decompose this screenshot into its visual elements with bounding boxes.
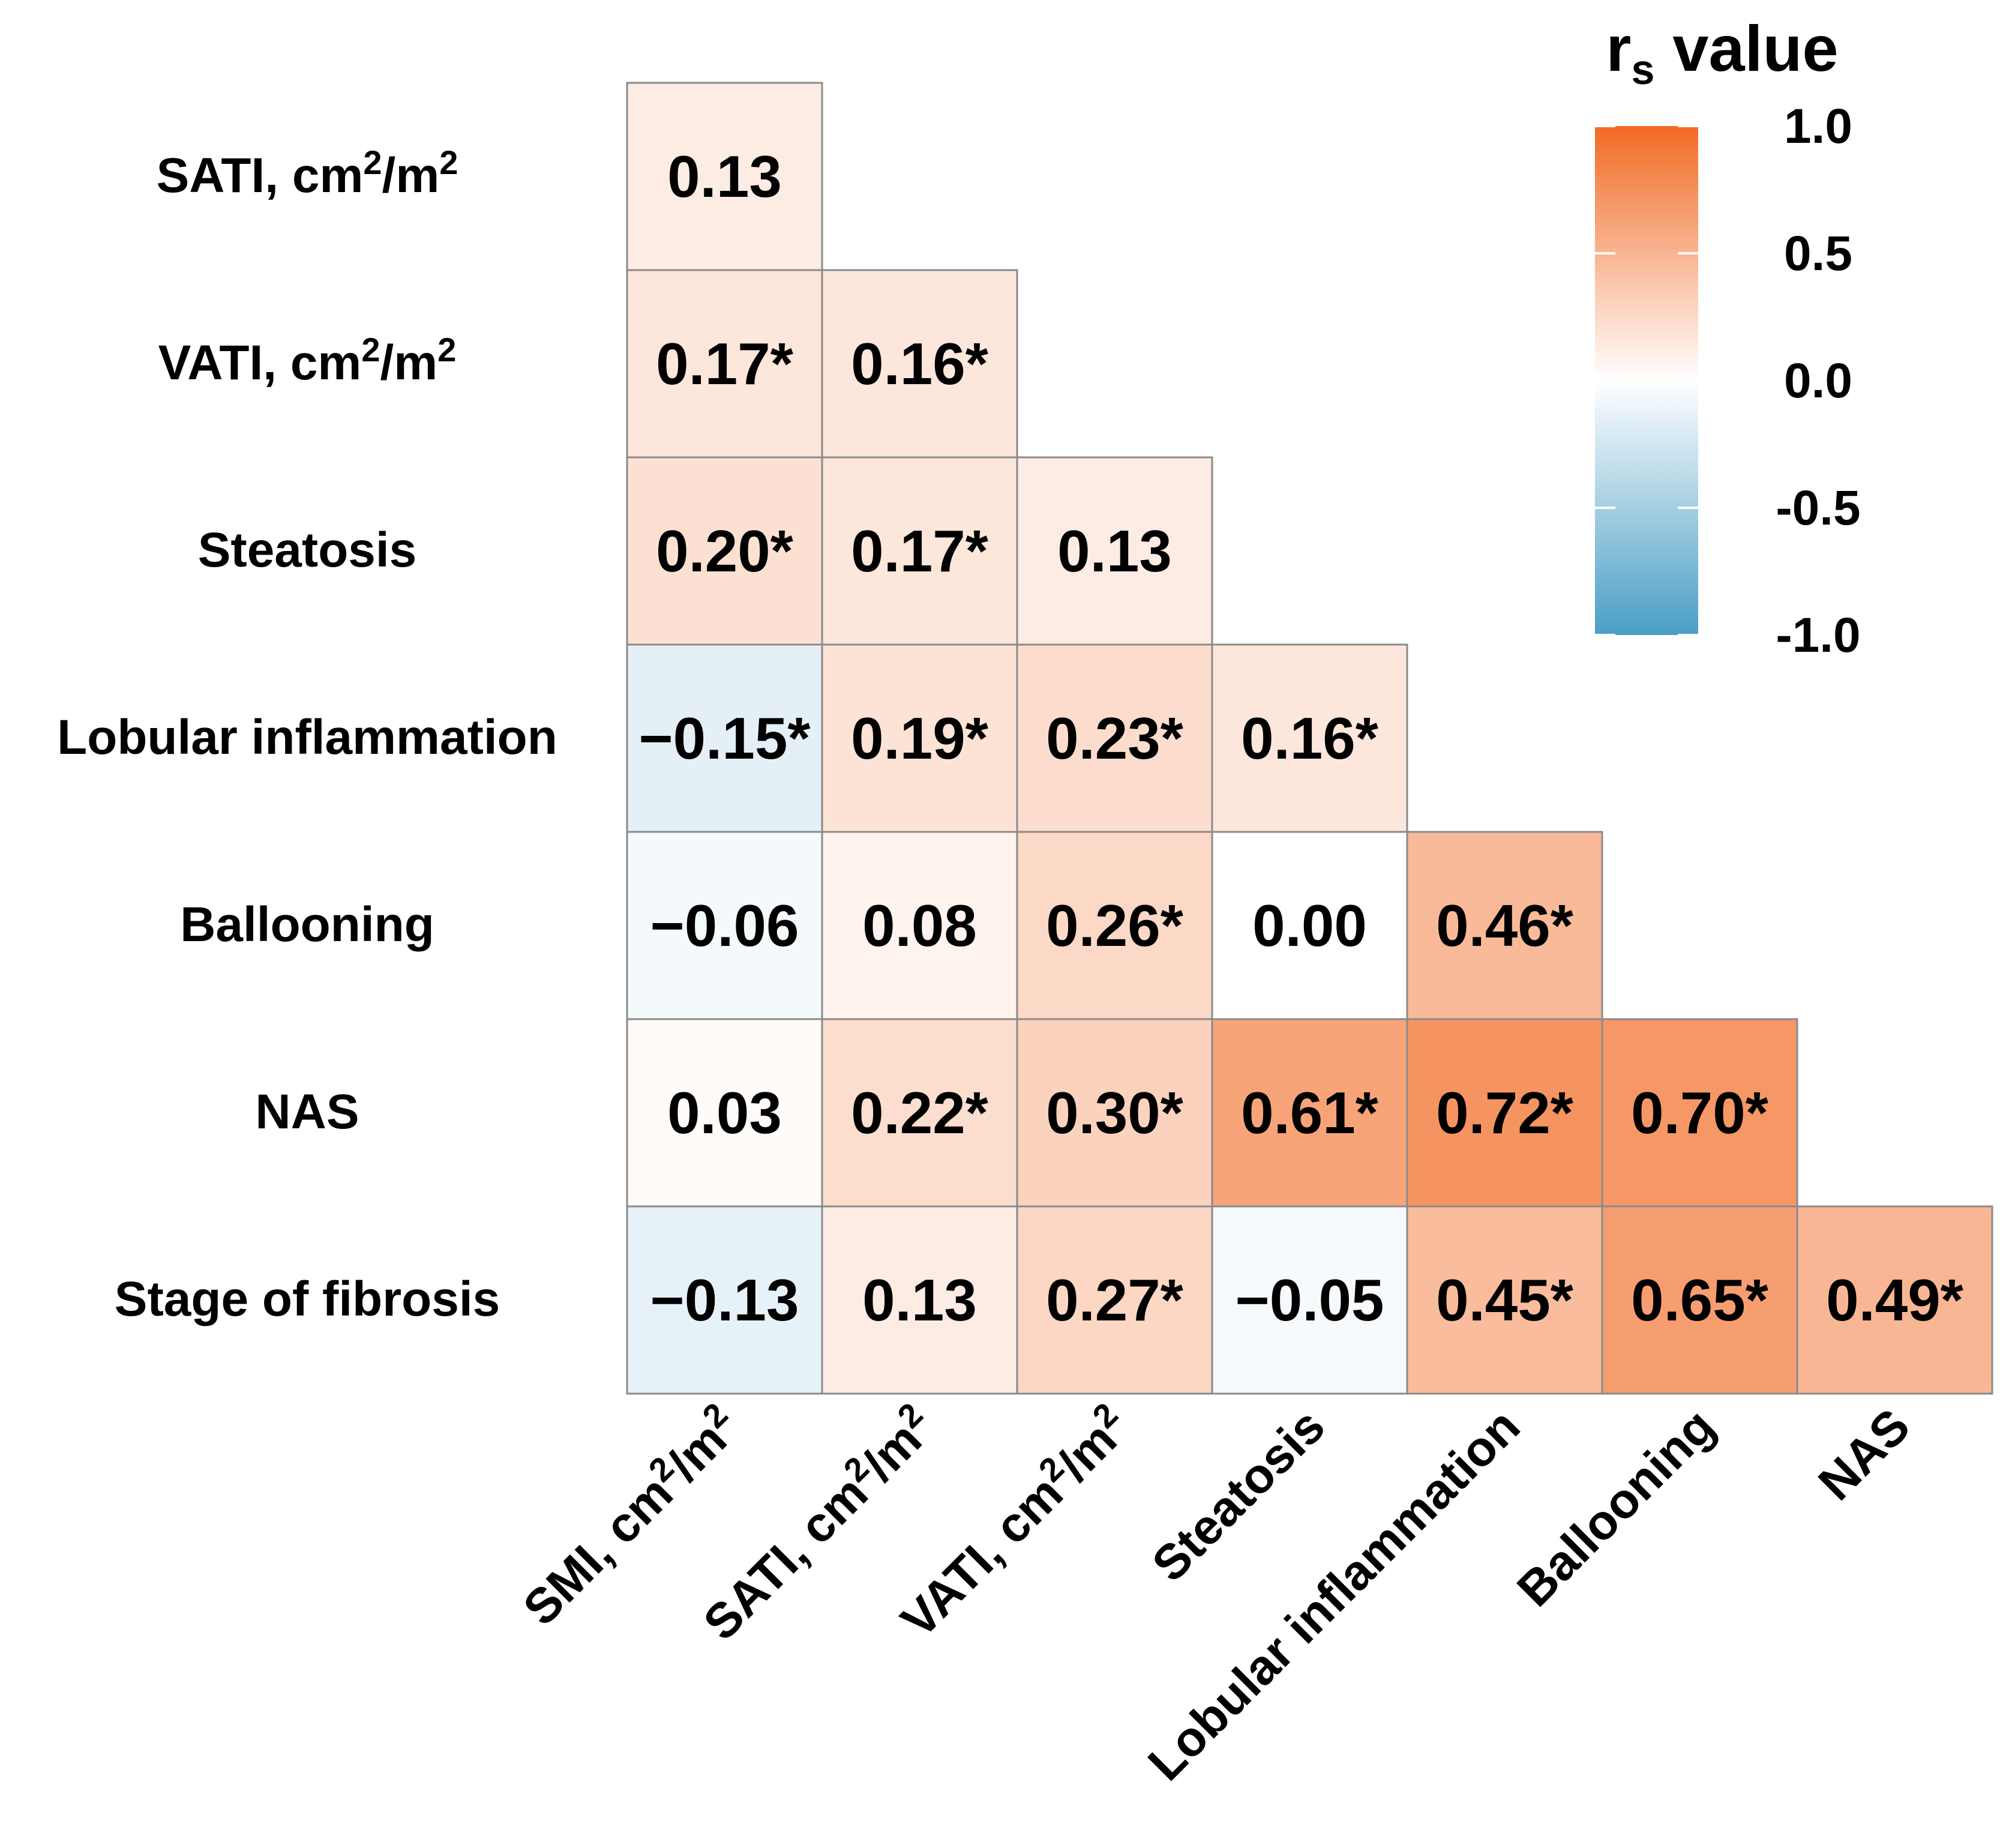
- heatmap-cell: [821, 1018, 1018, 1208]
- cell-value-label: 0.00: [1252, 892, 1367, 959]
- cell-value-label: 0.30*: [1046, 1080, 1184, 1146]
- cell-value-label: 0.08: [862, 892, 977, 959]
- legend-ticks: 1.0 0.5 0.0 -0.5 -1.0: [1595, 99, 1861, 663]
- cell-value-label: −0.06: [650, 892, 799, 959]
- heatmap-cell: [1211, 1205, 1408, 1395]
- heatmap-cell: [1601, 1018, 1798, 1208]
- heatmap-cell: [1016, 643, 1213, 833]
- cell-value-label: 0.17*: [656, 331, 794, 397]
- cell-value-label: −0.13: [650, 1267, 799, 1333]
- heatmap-cell: [1016, 831, 1213, 1020]
- heatmap-cell: [626, 1205, 823, 1395]
- cell-value-label: 0.13: [667, 143, 782, 209]
- cell-value-label: 0.16*: [851, 331, 989, 397]
- heatmap-cell: [1211, 1018, 1408, 1208]
- column-label: Steatosis: [1142, 1398, 1335, 1592]
- heatmap-cell: [626, 643, 823, 833]
- cell-value-label: 0.13: [1057, 518, 1172, 584]
- row-label: Ballooning: [180, 897, 434, 952]
- cell-value-label: 0.03: [667, 1080, 782, 1146]
- heatmap-cell: [1016, 1205, 1213, 1395]
- heatmap-cell: [821, 269, 1018, 459]
- heatmap-cell: [1016, 1018, 1213, 1208]
- cell-value-label: 0.61*: [1241, 1080, 1379, 1146]
- column-label: Lobular inflammation: [1138, 1398, 1530, 1791]
- cell-value-label: 0.27*: [1046, 1267, 1184, 1333]
- heatmap-cell: [821, 456, 1018, 646]
- heatmap-cell: [626, 269, 823, 459]
- cell-value-label: −0.15*: [638, 705, 811, 771]
- heatmap-cell: [1406, 1205, 1603, 1395]
- row-label: Lobular inflammation: [57, 710, 557, 765]
- color-legend: rs value 1.0 0.5 0.0 -0.5 -1.0: [1595, 12, 1861, 663]
- cell-value-label: 0.49*: [1826, 1267, 1964, 1333]
- cell-value-label: 0.45*: [1436, 1267, 1574, 1333]
- row-label: NAS: [255, 1085, 359, 1139]
- cell-value-label: −0.05: [1236, 1267, 1384, 1333]
- cell-value-label: 0.17*: [851, 518, 989, 584]
- heatmap-cells: 0.13 0.17* 0.16* 0.20* 0.17* 0.13 −0.15* 0.19* 0…: [626, 82, 1993, 1395]
- cell-value-label: 0.16*: [1241, 705, 1379, 771]
- legend-tick-label: -1.0: [1776, 608, 1860, 663]
- heatmap-cell: [1211, 831, 1408, 1020]
- legend-title: rs value: [1606, 12, 1838, 93]
- heatmap-cell: [1796, 1205, 1993, 1395]
- cell-value-label: 0.13: [862, 1267, 977, 1333]
- cell-value-label: 0.22*: [851, 1080, 989, 1146]
- heatmap-cell: [626, 1018, 823, 1208]
- row-labels: SATI, cm2/m2 VATI, cm2/m2 Steatosis Lobular…: [57, 143, 557, 1326]
- row-label: Steatosis: [198, 523, 417, 577]
- cell-value-label: 0.70*: [1631, 1080, 1769, 1146]
- row-label: VATI, cm2/m2: [158, 331, 457, 390]
- heatmap-cell: [821, 1205, 1018, 1395]
- row-label: SATI, cm2/m2: [157, 143, 458, 203]
- cell-value-label: 0.20*: [656, 518, 794, 584]
- cell-value-label: 0.65*: [1631, 1267, 1769, 1333]
- column-label: VATI, cm2/m2: [887, 1395, 1140, 1648]
- heatmap-cell: [626, 82, 823, 271]
- cell-value-label: 0.72*: [1436, 1080, 1574, 1146]
- heatmap-cell: [1016, 456, 1213, 646]
- cell-value-label: 0.46*: [1436, 892, 1574, 959]
- legend-tick-label: 0.0: [1784, 354, 1852, 408]
- row-label: Stage of fibrosis: [115, 1272, 500, 1326]
- cell-value-label: 0.19*: [851, 705, 989, 771]
- cell-value-label: 0.26*: [1046, 892, 1184, 959]
- column-label: NAS: [1808, 1398, 1920, 1511]
- legend-tick-label: 1.0: [1784, 99, 1852, 154]
- heatmap-cell: [821, 831, 1018, 1020]
- cell-value-label: 0.23*: [1046, 705, 1184, 771]
- column-label: Ballooning: [1507, 1398, 1725, 1617]
- legend-tick-label: -0.5: [1776, 481, 1860, 535]
- legend-tick-label: 0.5: [1784, 226, 1852, 281]
- heatmap-cell: [821, 643, 1018, 833]
- heatmap-cell: [1601, 1205, 1798, 1395]
- heatmap-cell: [1406, 831, 1603, 1020]
